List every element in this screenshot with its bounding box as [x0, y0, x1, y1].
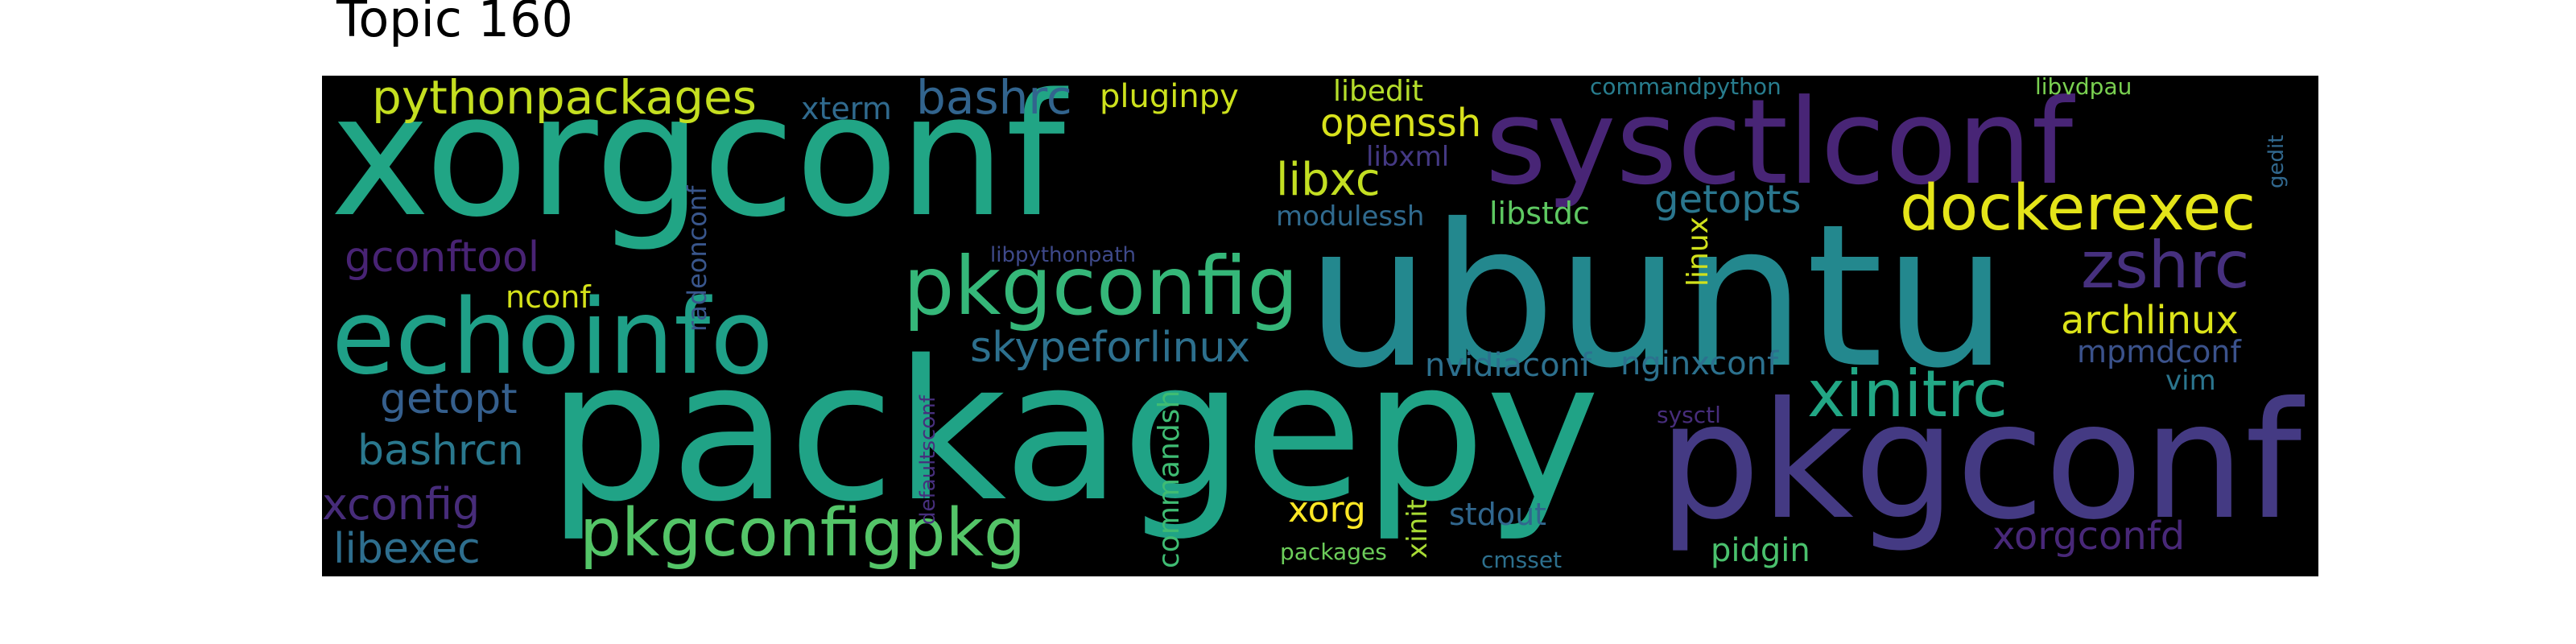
word-pkgconf: pkgconf — [1658, 368, 2302, 555]
word-sysctlconf: sysctlconf — [1485, 76, 2074, 211]
word-dockerexec: dockerexec — [1900, 172, 2256, 245]
word-libedit: libedit — [1333, 76, 1423, 108]
word-pythonpackages: pythonpackages — [372, 76, 757, 125]
word-cmsset: cmsset — [1481, 547, 1563, 573]
word-cloud: xorgconf ubuntu packagepy sysctlconf pkg… — [322, 76, 2318, 576]
word-pidgin: pidgin — [1711, 532, 1810, 569]
word-libvdpau: libvdpau — [2035, 76, 2132, 100]
word-commandsh: commandsh — [1153, 390, 1186, 568]
word-modulessh: modulessh — [1276, 200, 1425, 233]
page-title: Topic 160 — [336, 0, 573, 48]
word-libpythonpath: libpythonpath — [990, 243, 1137, 267]
word-stdout: stdout — [1449, 497, 1547, 532]
word-nconf: nconf — [506, 279, 591, 315]
word-libexec: libexec — [333, 525, 481, 573]
word-mpmdconf: mpmdconf — [2077, 334, 2241, 369]
word-nginxconf: nginxconf — [1620, 345, 1779, 382]
word-commandpython: commandpython — [1590, 76, 1781, 100]
word-pkgconfig: pkgconfig — [903, 239, 1298, 333]
word-xorgconfd: xorgconfd — [1992, 514, 2186, 559]
word-zshrc: zshrc — [2081, 228, 2250, 303]
word-bashrc: bashrc — [916, 76, 1072, 125]
word-xinitrc: xinitrc — [1807, 357, 2008, 431]
word-echoinfo: echoinfo — [332, 278, 774, 398]
word-getopts: getopts — [1654, 177, 1802, 222]
word-packages: packages — [1280, 539, 1387, 565]
word-gconftool: gconftool — [345, 233, 540, 282]
word-defaultsconf: defaultsconf — [916, 395, 940, 525]
word-pluginpy: pluginpy — [1100, 78, 1239, 115]
word-skypeforlinux: skypeforlinux — [970, 324, 1251, 372]
word-gedit: gedit — [2264, 134, 2289, 188]
word-libxml: libxml — [1366, 141, 1450, 173]
word-ubuntu: ubuntu — [1306, 182, 2008, 411]
word-xterm: xterm — [801, 91, 892, 126]
word-libstdc: libstdc — [1489, 196, 1590, 231]
word-openssh: openssh — [1320, 101, 1482, 146]
word-xorgconf: xorgconf — [330, 76, 1066, 254]
word-radeonconf: radeonconf — [682, 185, 712, 332]
word-xorg: xorg — [1288, 489, 1366, 530]
word-libxc: libxc — [1276, 154, 1381, 206]
word-xconfig: xconfig — [322, 479, 481, 530]
word-getopt: getopt — [380, 375, 518, 423]
word-vim: vim — [2165, 365, 2216, 397]
word-bashrcn: bashrcn — [357, 427, 524, 475]
word-linux: linux — [1682, 217, 1715, 287]
word-sysctl: sysctl — [1657, 402, 1721, 428]
word-packagepy: packagepy — [547, 319, 1600, 544]
word-archlinux: archlinux — [2061, 298, 2239, 343]
word-xinit: xinit — [1402, 499, 1434, 559]
word-pkgconfigpkg: pkgconfigpkg — [580, 495, 1026, 572]
word-nvidiaconf: nvidiaconf — [1425, 347, 1592, 384]
